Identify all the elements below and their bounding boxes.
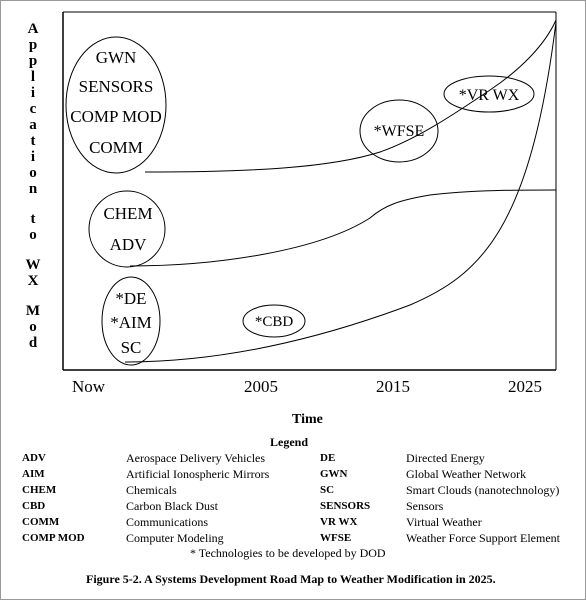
legend-definition: Sensors — [406, 499, 444, 513]
y-axis-label-char: t — [30, 133, 36, 149]
milestone-vrwx-ellipse — [443, 75, 535, 113]
cluster-middle-item: CHEM — [103, 204, 152, 223]
path-middle-cluster — [129, 189, 557, 267]
legend-abbr: ADV — [22, 452, 46, 464]
legend-definition: Carbon Black Dust — [126, 499, 218, 513]
y-axis-label-char: c — [29, 101, 37, 117]
legend-definition: Aerospace Delivery Vehicles — [126, 451, 266, 465]
figure-caption: Figure 5-2. A Systems Development Road M… — [86, 572, 496, 586]
y-axis-label-char: d — [28, 335, 38, 351]
milestone-cbd-label: *CBD — [255, 314, 294, 330]
path-top-cluster — [144, 19, 557, 173]
legend-definition: Smart Clouds (nanotechnology) — [406, 483, 560, 497]
cluster-bottom-item: SC — [121, 338, 142, 357]
y-axis-label-char: M — [25, 303, 41, 319]
path-bottom-cluster — [124, 21, 557, 363]
y-axis-label-char: t — [30, 211, 36, 227]
legend-abbr: AIM — [22, 468, 45, 480]
legend-abbr: COMM — [22, 516, 60, 528]
y-axis-label-char: W — [25, 257, 41, 273]
cluster-top-item: GWN — [96, 48, 137, 67]
footnote: * Technologies to be developed by DOD — [190, 546, 386, 560]
legend-abbr: CBD — [22, 500, 46, 512]
legend-definition: Directed Energy — [406, 451, 485, 465]
legend-abbr: SC — [320, 484, 335, 496]
y-axis-label-char: o — [29, 227, 37, 243]
cluster-top-item: COMM — [89, 138, 143, 157]
x-axis-label: Time — [292, 412, 323, 427]
y-axis-label-char: p — [28, 37, 38, 53]
cluster-bottom-ellipse — [101, 276, 161, 366]
legend-definition: Chemicals — [126, 483, 177, 497]
cluster-bottom-item: *AIM — [110, 313, 152, 332]
legend-title: Legend — [270, 435, 309, 449]
milestone-vrwx-label: *VR WX — [459, 87, 520, 104]
milestone-wfse-label: *WFSE — [374, 123, 425, 140]
legend-abbr: COMP MOD — [22, 532, 85, 544]
y-axis-label-char: i — [30, 149, 36, 165]
cluster-middle-item: ADV — [110, 235, 148, 254]
x-tick-label: Now — [72, 377, 106, 396]
y-axis-label-char: o — [29, 319, 37, 335]
milestone-cbd-ellipse — [242, 304, 306, 338]
y-axis-label-char: X — [27, 273, 39, 289]
legend-definition: Weather Force Support Element — [406, 531, 560, 545]
legend-definition: Communications — [126, 515, 208, 529]
legend-definition: Computer Modeling — [126, 531, 224, 545]
y-axis-label-char: i — [30, 85, 36, 101]
cluster-top-item: COMP MOD — [70, 107, 161, 126]
legend-definition: Artificial Ionospheric Mirrors — [126, 467, 270, 481]
y-axis-label-char: o — [29, 165, 37, 181]
y-axis-label-char: A — [27, 21, 39, 37]
cluster-top-ellipse — [65, 36, 167, 174]
legend-definition: Global Weather Network — [406, 467, 527, 481]
x-tick-label: 2015 — [376, 377, 410, 396]
legend-abbr: SENSORS — [320, 500, 371, 512]
y-axis-label-char: a — [29, 117, 37, 133]
x-tick-label: 2005 — [244, 377, 278, 396]
y-axis-label-char: p — [28, 53, 38, 69]
legend-abbr: DE — [320, 452, 336, 464]
cluster-bottom-item: *DE — [115, 289, 146, 308]
cluster-middle-ellipse — [88, 190, 166, 268]
legend-abbr: WFSE — [320, 532, 352, 544]
y-axis-label-char: n — [28, 181, 38, 197]
milestone-wfse-ellipse — [359, 99, 439, 163]
legend-definition: Virtual Weather — [406, 515, 482, 529]
y-axis-label-char: l — [30, 69, 36, 85]
legend-abbr: VR WX — [320, 516, 358, 528]
cluster-top-item: SENSORS — [79, 77, 154, 96]
legend-abbr: CHEM — [22, 484, 57, 496]
x-tick-label: 2025 — [508, 377, 542, 396]
legend-abbr: GWN — [320, 468, 348, 480]
